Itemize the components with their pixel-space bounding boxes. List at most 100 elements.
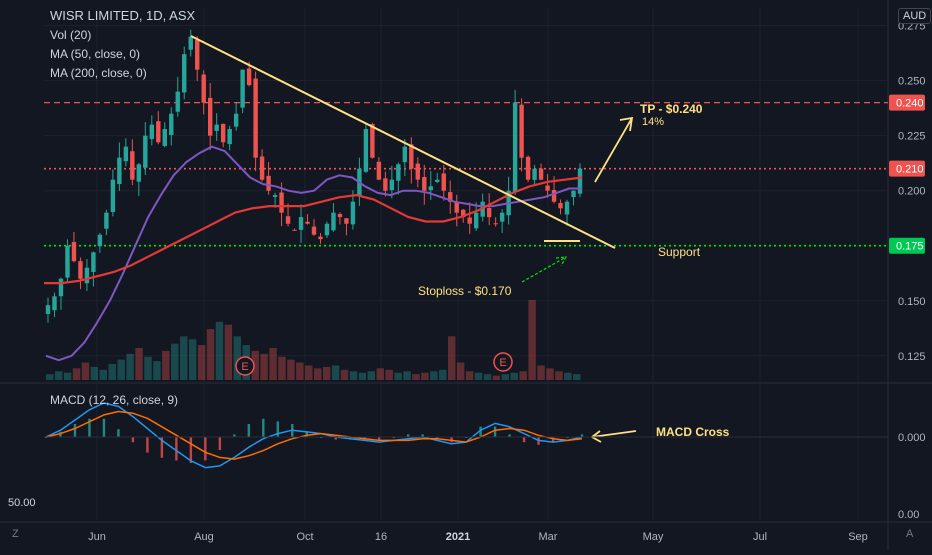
ma200-line[interactable]	[44, 176, 583, 285]
macd-legend[interactable]: MACD (12, 26, close, 9)	[50, 393, 179, 407]
candle-body[interactable]	[344, 218, 349, 224]
candle-body[interactable]	[473, 212, 479, 229]
candle-body[interactable]	[564, 201, 570, 215]
stoploss-arrow[interactable]	[521, 256, 568, 283]
candle-body[interactable]	[396, 164, 401, 181]
candle-body[interactable]	[441, 173, 446, 191]
candle-body[interactable]	[409, 144, 414, 169]
candle-body[interactable]	[298, 217, 304, 230]
candle-body[interactable]	[467, 217, 472, 224]
candle-body[interactable]	[45, 305, 51, 314]
candle-body[interactable]	[253, 78, 258, 158]
candle-body[interactable]	[311, 226, 317, 235]
candle-body[interactable]	[402, 146, 408, 163]
candle-body[interactable]	[461, 209, 466, 218]
candle-body[interactable]	[577, 168, 583, 194]
timezone-icon[interactable]: Z	[12, 528, 19, 540]
candle-body[interactable]	[214, 124, 219, 131]
tp-arrow[interactable]	[594, 116, 634, 183]
candle-body[interactable]	[117, 157, 122, 185]
candle-body[interactable]	[448, 192, 453, 202]
currency-badge[interactable]: AUD	[898, 8, 932, 24]
candle-body[interactable]	[558, 202, 563, 209]
candle-body[interactable]	[305, 221, 310, 224]
candle-body[interactable]	[376, 161, 382, 180]
price-axis-marker[interactable]	[889, 94, 925, 111]
candle-body[interactable]	[123, 146, 129, 162]
candle-body[interactable]	[435, 179, 440, 182]
candle-body[interactable]	[162, 129, 167, 146]
candle-body[interactable]	[110, 179, 116, 213]
candle-body[interactable]	[84, 267, 90, 284]
candle-body[interactable]	[279, 192, 284, 213]
candle-body[interactable]	[182, 54, 187, 93]
candle-body[interactable]	[78, 261, 83, 279]
candle-body[interactable]	[422, 177, 427, 191]
legend-volume[interactable]: Vol (20)	[50, 28, 92, 42]
candle-body[interactable]	[201, 74, 206, 103]
candle-body[interactable]	[266, 175, 271, 191]
candle-body[interactable]	[207, 97, 213, 136]
support-annotation[interactable]: Support	[658, 245, 701, 259]
candle-body[interactable]	[65, 245, 70, 278]
candle-body[interactable]	[285, 216, 291, 224]
macd-cross-annotation[interactable]: MACD Cross	[656, 425, 730, 439]
candle-body[interactable]	[519, 104, 524, 158]
candle-body[interactable]	[512, 102, 518, 193]
auto-scale-icon[interactable]: A	[906, 528, 914, 540]
legend-ma200[interactable]: MA (200, close, 0)	[50, 66, 147, 80]
candle-body[interactable]	[104, 212, 109, 229]
candle-body[interactable]	[551, 189, 557, 202]
ma50-line[interactable]	[45, 145, 582, 362]
candle-body[interactable]	[91, 252, 96, 273]
candle-body[interactable]	[71, 242, 77, 262]
candle-body[interactable]	[246, 68, 252, 86]
candle-body[interactable]	[130, 151, 135, 180]
candle-body[interactable]	[350, 201, 356, 225]
signal-line[interactable]	[45, 410, 583, 460]
candle-body[interactable]	[292, 229, 297, 231]
candle-body[interactable]	[571, 190, 576, 198]
price-axis-marker[interactable]	[889, 160, 925, 177]
candle-body[interactable]	[428, 186, 433, 191]
candle-body[interactable]	[383, 178, 388, 191]
candle-body[interactable]	[220, 123, 226, 143]
candle-body[interactable]	[324, 223, 330, 236]
candle-body[interactable]	[525, 156, 531, 180]
descending-trendline[interactable]	[190, 35, 616, 249]
earnings-marker-icon[interactable]	[235, 356, 255, 376]
candle-body[interactable]	[58, 278, 64, 297]
candle-body[interactable]	[389, 179, 395, 191]
candle-body[interactable]	[195, 39, 200, 70]
candle-body[interactable]	[259, 156, 265, 180]
price-axis-marker[interactable]	[889, 237, 925, 254]
candle-body[interactable]	[370, 124, 375, 158]
candle-body[interactable]	[337, 213, 343, 218]
candle-body[interactable]	[233, 113, 239, 127]
candle-body[interactable]	[188, 36, 193, 50]
candle-body[interactable]	[227, 129, 232, 145]
candle-body[interactable]	[97, 234, 103, 247]
candle-body[interactable]	[136, 164, 142, 182]
candle-body[interactable]	[363, 129, 369, 172]
candle-body[interactable]	[149, 124, 155, 140]
candle-body[interactable]	[499, 212, 505, 222]
candle-body[interactable]	[454, 201, 459, 213]
earnings-marker-icon[interactable]	[493, 352, 513, 372]
tp-annotation[interactable]: TP - $0.240	[640, 102, 703, 116]
candle-body[interactable]	[175, 91, 180, 112]
candle-body[interactable]	[493, 223, 498, 225]
candle-body[interactable]	[486, 208, 492, 218]
candle-body[interactable]	[545, 185, 550, 191]
candle-body[interactable]	[272, 195, 278, 197]
stoploss-annotation[interactable]: Stoploss - $0.170	[418, 284, 512, 298]
tp-percent-annotation[interactable]: 14%	[642, 116, 664, 128]
candle-body[interactable]	[538, 168, 544, 180]
candle-body[interactable]	[52, 296, 57, 311]
candle-body[interactable]	[331, 212, 336, 231]
candle-body[interactable]	[156, 121, 161, 143]
candle-body[interactable]	[415, 163, 421, 180]
candle-body[interactable]	[143, 135, 148, 168]
candle-body[interactable]	[532, 168, 537, 180]
candle-body[interactable]	[240, 69, 245, 108]
